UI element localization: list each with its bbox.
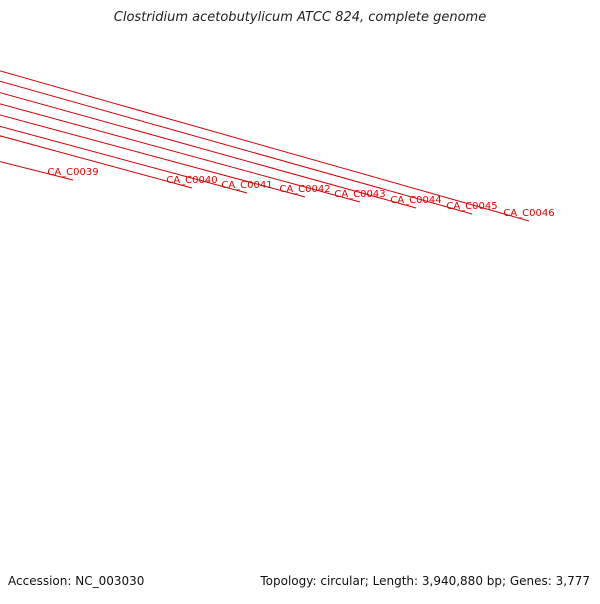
gene-label-CA_C0045[interactable]: CA_C0045 [446,201,497,212]
callout-line [0,80,473,215]
callout-line [0,92,417,209]
callout-line [0,70,530,222]
callout-layer: CA_C0039 CA_C0040 CA_C0041 CA_C0042 CA_C0043… [0,70,555,222]
callout-line [0,114,306,198]
gene-label-CA_C0044[interactable]: CA_C0044 [390,195,441,206]
accession-label: Accession: NC_003030 [8,574,145,588]
gene-label-CA_C0043[interactable]: CA_C0043 [334,189,385,200]
gene-label-CA_C0040[interactable]: CA_C0040 [166,175,217,186]
gene-label-CA_C0042[interactable]: CA_C0042 [279,184,330,195]
callout-line [0,125,248,194]
genome-summary: Topology: circular; Length: 3,940,880 bp… [260,574,590,588]
gene-label-CA_C0041[interactable]: CA_C0041 [221,180,272,191]
map-title: Clostridium acetobutylicum ATCC 824, com… [113,10,487,25]
callout-line [0,103,361,203]
callout-line [0,135,193,189]
gene-label-CA_C0039[interactable]: CA_C0039 [47,167,98,178]
gene-label-CA_C0046[interactable]: CA_C0046 [503,208,554,219]
